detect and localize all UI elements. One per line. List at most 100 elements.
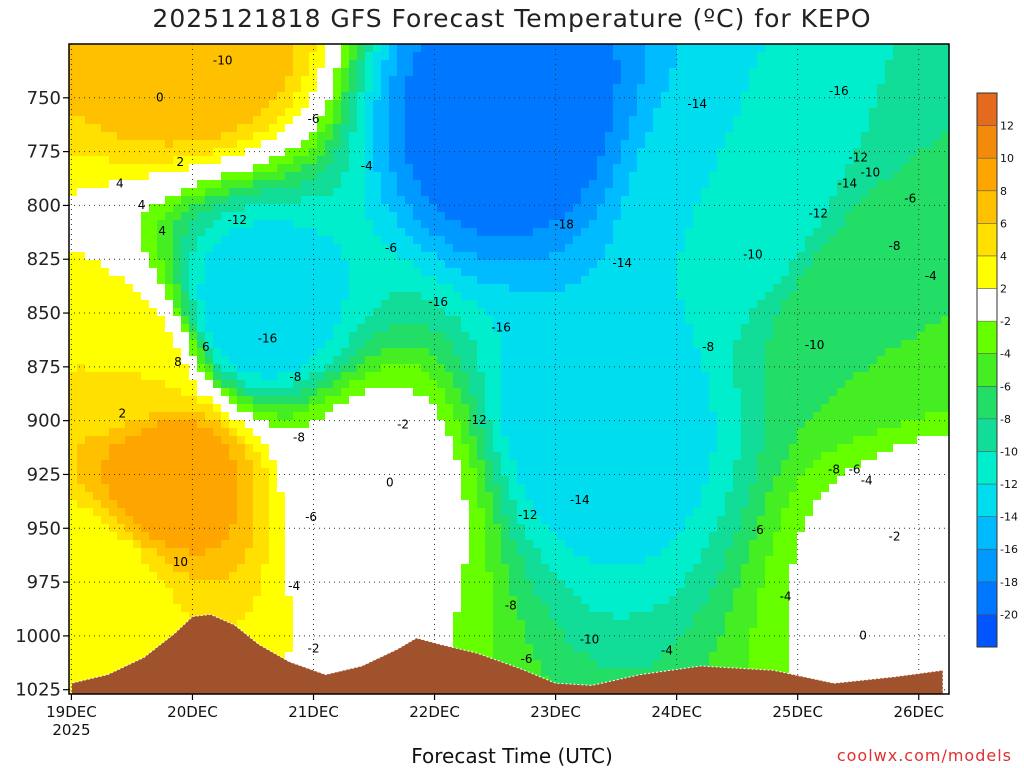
contour-label: 2 (177, 155, 185, 169)
y-tick-label: 1000 (15, 626, 61, 647)
contour-label: -4 (288, 579, 300, 593)
terrain-surface (70, 613, 944, 694)
contour-label: -8 (293, 430, 305, 444)
colorbar-label: -4 (1000, 348, 1011, 361)
x-tick-sublabel: 2025 (52, 721, 90, 739)
contour-label: -6 (752, 523, 764, 537)
contour-label: 0 (859, 628, 867, 642)
colorbar-label: 4 (1000, 250, 1007, 263)
y-tick-label: 800 (27, 195, 61, 216)
x-tick-label: 22DEC (409, 703, 460, 721)
contour-label: -10 (743, 247, 763, 261)
colorbar-swatch (977, 288, 997, 322)
source-credit: coolwx.com/models (836, 746, 1012, 765)
contour-label: -10 (805, 338, 825, 352)
colorbar-label: 6 (1000, 217, 1007, 230)
contour-label: 2 (118, 407, 126, 421)
contour-label: -6 (385, 241, 397, 255)
y-tick-label: 750 (27, 88, 61, 109)
contour-label: 8 (174, 355, 182, 369)
colorbar-label: -18 (1000, 576, 1018, 589)
y-tick-label: 875 (27, 357, 61, 378)
contour-label: 6 (202, 340, 210, 354)
y-tick-label: 775 (27, 142, 61, 163)
y-tick-label: 975 (27, 572, 61, 593)
colorbar-swatch (977, 158, 997, 192)
contour-label: -12 (848, 151, 868, 165)
x-tick-label: 21DEC (288, 703, 339, 721)
colorbar-swatch (977, 484, 997, 517)
contour-label: -10 (861, 166, 881, 180)
x-tick-label: 24DEC (651, 703, 702, 721)
colorbar-swatch (977, 386, 997, 420)
contour-label: -4 (861, 473, 873, 487)
colorbar-label: -16 (1000, 543, 1018, 556)
colorbar-label: -6 (1000, 380, 1011, 393)
colorbar-swatch (977, 255, 997, 289)
contour-label: 0 (156, 90, 164, 104)
contour-label: -6 (305, 510, 317, 524)
x-tick-label: 20DEC (167, 703, 218, 721)
y-tick-label: 1025 (15, 680, 61, 701)
contour-label: -16 (491, 321, 511, 335)
y-tick-label: 850 (27, 303, 61, 324)
colorbar-label: 10 (1000, 152, 1014, 165)
contour-label: -16 (829, 84, 849, 98)
contour-label: 0 (386, 476, 394, 490)
colorbar-label: -12 (1000, 478, 1018, 491)
contour-label: -8 (889, 239, 901, 253)
contour-label: -16 (258, 331, 278, 345)
contour-label: -12 (467, 413, 487, 427)
contour-label: -8 (702, 340, 714, 354)
colorbar-swatch (977, 451, 997, 485)
colorbar-label: -8 (1000, 413, 1011, 426)
contour-label: -2 (889, 529, 901, 543)
colorbar-label: 2 (1000, 283, 1007, 296)
x-tick-label: 23DEC (530, 703, 581, 721)
contour-label: -4 (361, 159, 373, 173)
contour-label: -8 (505, 598, 517, 612)
colorbar-legend: 12 10 8 6 4 2 -2 -4 -6 -8 -10 -12 -14 -16 -18 -20 (976, 92, 1018, 648)
contour-label: -14 (570, 493, 590, 507)
contour-label: 4 (158, 224, 166, 238)
colorbar-label: -10 (1000, 445, 1018, 458)
colorbar-label: 8 (1000, 185, 1007, 198)
plot-area: 0244486210-10-12-16-8-8-6-4-6-6-4-2-20-1… (68, 43, 950, 695)
colorbar-label: -20 (1000, 608, 1018, 621)
contour-label: -14 (687, 97, 707, 111)
contour-label: -10 (213, 54, 233, 68)
contour-label: -12 (227, 213, 247, 227)
colorbar-swatch (977, 581, 997, 615)
colorbar-swatch (977, 516, 997, 550)
contour-label: -6 (904, 191, 916, 205)
colorbar-label: -14 (1000, 511, 1018, 524)
contour-label: -14 (612, 256, 632, 270)
colorbar-swatch (977, 125, 997, 159)
contour-label: -6 (308, 112, 320, 126)
contour-label: -4 (925, 269, 937, 283)
contour-label: -6 (849, 463, 861, 477)
y-axis: 750 775 800 825 850 875 900 925 950 975 1000 1025 (15, 88, 69, 701)
colorbar-swatch (977, 614, 997, 648)
contour-label: 4 (116, 176, 124, 190)
contour-label: 10 (173, 555, 188, 569)
contour-label: -14 (838, 176, 858, 190)
contour-label: -2 (308, 641, 320, 655)
contour-label: -8 (828, 463, 840, 477)
y-tick-label: 825 (27, 249, 61, 270)
colorbar-swatch (977, 190, 997, 224)
x-tick-label: 25DEC (772, 703, 823, 721)
contour-label: -10 (580, 633, 600, 647)
contour-label: -8 (289, 370, 301, 384)
colorbar-swatch (977, 549, 997, 583)
colorbar-swatch (977, 223, 997, 257)
colorbar-label: -2 (1000, 315, 1011, 328)
contour-label: -12 (808, 207, 828, 221)
y-tick-label: 925 (27, 464, 61, 485)
contour-label: -4 (780, 590, 792, 604)
chart-title: 2025121818 GFS Forecast Temperature (ºC)… (152, 4, 872, 33)
colorbar-swatch (977, 418, 997, 452)
contour-label: 4 (138, 198, 146, 212)
